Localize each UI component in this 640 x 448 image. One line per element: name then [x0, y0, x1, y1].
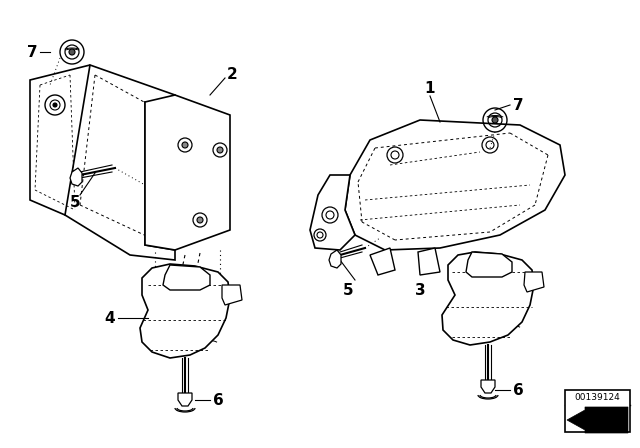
Polygon shape [418, 248, 440, 275]
Polygon shape [310, 175, 355, 250]
Text: 7: 7 [513, 98, 524, 112]
Polygon shape [466, 252, 512, 277]
Text: 2: 2 [227, 66, 237, 82]
Text: 5: 5 [342, 283, 353, 297]
Polygon shape [442, 252, 534, 345]
Polygon shape [567, 407, 628, 433]
Polygon shape [329, 250, 341, 268]
Polygon shape [163, 265, 210, 290]
Polygon shape [145, 95, 230, 250]
Text: 00139124: 00139124 [574, 392, 620, 401]
Text: 6: 6 [212, 392, 223, 408]
Circle shape [69, 49, 75, 55]
Polygon shape [222, 285, 242, 305]
Text: 5: 5 [70, 194, 80, 210]
Circle shape [197, 217, 203, 223]
Text: 3: 3 [415, 283, 426, 297]
Circle shape [217, 147, 223, 153]
Polygon shape [70, 168, 82, 186]
Text: 7: 7 [27, 44, 37, 60]
Polygon shape [140, 264, 230, 358]
Text: 1: 1 [425, 81, 435, 95]
Circle shape [492, 117, 498, 123]
Text: 6: 6 [513, 383, 524, 397]
Text: 4: 4 [105, 310, 115, 326]
Polygon shape [178, 393, 192, 406]
Polygon shape [524, 272, 544, 292]
Polygon shape [481, 380, 495, 393]
Bar [565, 390, 630, 432]
Polygon shape [370, 248, 395, 275]
Polygon shape [30, 65, 90, 215]
Circle shape [53, 103, 57, 107]
Polygon shape [345, 120, 565, 250]
Circle shape [182, 142, 188, 148]
Polygon shape [65, 65, 175, 260]
